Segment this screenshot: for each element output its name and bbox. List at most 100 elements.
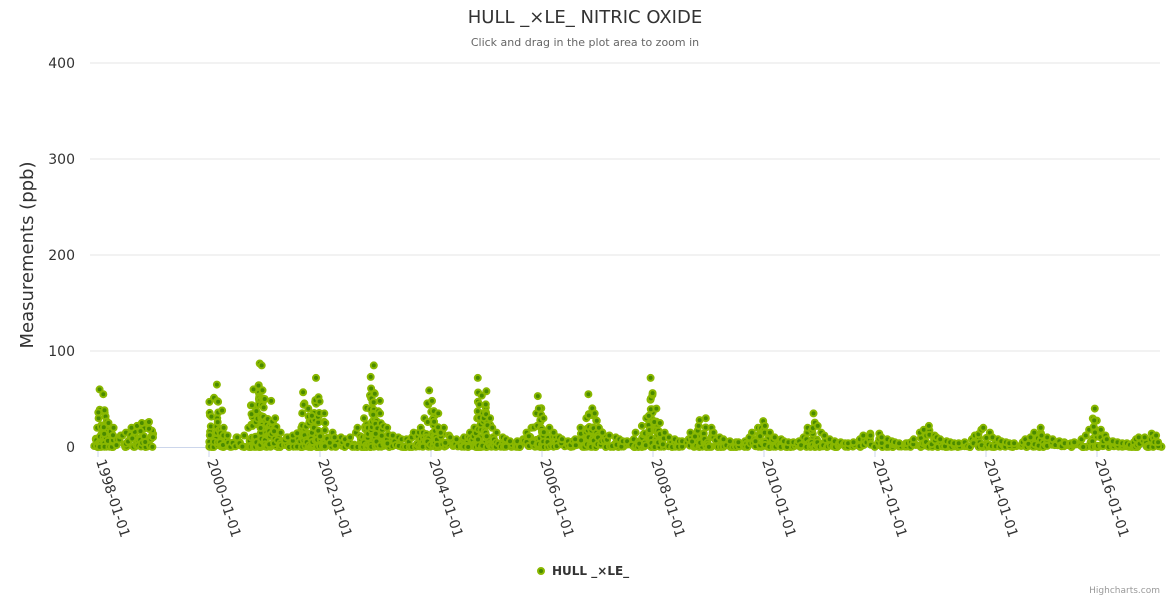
data-point[interactable] [1154, 438, 1163, 447]
data-point[interactable] [238, 442, 247, 451]
data-point[interactable] [719, 435, 728, 444]
data-point[interactable] [315, 397, 324, 406]
data-point[interactable] [660, 428, 669, 437]
data-point[interactable] [441, 438, 450, 447]
data-point[interactable] [701, 414, 710, 423]
data-point[interactable] [214, 397, 223, 406]
data-point[interactable] [383, 423, 392, 432]
data-point[interactable] [259, 403, 268, 412]
data-point[interactable] [298, 409, 307, 418]
data-point[interactable] [488, 423, 497, 432]
data-point[interactable] [516, 442, 524, 451]
data-point[interactable] [254, 381, 263, 390]
data-point[interactable] [464, 443, 473, 451]
data-point[interactable] [100, 406, 109, 415]
data-point[interactable] [545, 423, 554, 432]
data-point[interactable] [631, 428, 640, 437]
data-point[interactable] [492, 428, 501, 437]
data-point[interactable] [145, 418, 153, 426]
data-point[interactable] [136, 427, 145, 436]
data-point[interactable] [1090, 404, 1099, 413]
data-point[interactable] [1152, 431, 1161, 440]
data-point[interactable] [223, 431, 232, 440]
data-point[interactable] [233, 433, 242, 442]
data-point[interactable] [652, 404, 661, 413]
data-point[interactable] [258, 386, 267, 395]
data-point[interactable] [820, 431, 829, 440]
data-point[interactable] [695, 416, 704, 425]
data-point[interactable] [748, 428, 756, 437]
data-point[interactable] [1140, 433, 1149, 442]
data-point[interactable] [307, 411, 316, 420]
data-point[interactable] [646, 373, 655, 382]
data-point[interactable] [765, 428, 774, 437]
data-point[interactable] [1036, 423, 1045, 432]
data-point[interactable] [213, 418, 222, 427]
data-point[interactable] [584, 390, 593, 399]
data-point[interactable] [104, 419, 113, 427]
data-point[interactable] [539, 428, 548, 437]
data-point[interactable] [271, 414, 280, 423]
data-point[interactable] [813, 421, 822, 430]
data-point[interactable] [320, 426, 329, 435]
data-point[interactable] [267, 396, 276, 405]
data-point[interactable] [637, 421, 646, 430]
data-point[interactable] [592, 416, 601, 425]
data-point[interactable] [704, 442, 713, 451]
data-point[interactable] [205, 397, 214, 406]
data-point[interactable] [94, 408, 103, 417]
data-point[interactable] [486, 414, 495, 423]
data-point[interactable] [770, 433, 779, 442]
data-point[interactable] [218, 406, 227, 415]
data-point[interactable] [1070, 438, 1079, 447]
data-point[interactable] [590, 409, 599, 418]
data-point[interactable] [331, 441, 340, 450]
data-point[interactable] [249, 385, 258, 394]
data-point[interactable] [240, 431, 249, 440]
data-point[interactable] [473, 373, 482, 382]
data-point[interactable] [270, 427, 279, 436]
data-point[interactable] [534, 404, 543, 413]
data-point[interactable] [145, 424, 153, 433]
data-point[interactable] [549, 428, 558, 437]
data-point[interactable] [605, 431, 614, 440]
data-point[interactable] [353, 423, 362, 432]
data-point[interactable] [481, 400, 490, 409]
data-point[interactable] [979, 423, 988, 432]
data-point[interactable] [99, 390, 108, 399]
data-point[interactable] [366, 372, 375, 381]
data-point[interactable] [1010, 439, 1019, 448]
data-point[interactable] [439, 423, 448, 432]
data-point[interactable] [482, 387, 491, 396]
data-point[interactable] [954, 439, 963, 448]
data-point[interactable] [430, 417, 439, 426]
data-point[interactable] [576, 423, 585, 432]
data-point[interactable] [655, 419, 664, 427]
data-point[interactable] [1090, 416, 1099, 425]
data-point[interactable] [260, 395, 269, 403]
data-point[interactable] [428, 396, 436, 405]
data-point[interactable] [648, 389, 657, 398]
data-point[interactable] [477, 391, 486, 400]
data-point[interactable] [577, 436, 586, 445]
data-point[interactable] [709, 428, 718, 437]
data-point[interactable] [293, 429, 302, 438]
data-point[interactable] [219, 423, 228, 432]
data-point[interactable] [473, 407, 482, 416]
data-point[interactable] [760, 421, 769, 430]
data-point[interactable] [598, 428, 607, 437]
data-point[interactable] [524, 432, 533, 441]
data-point[interactable] [256, 424, 265, 432]
data-point[interactable] [446, 433, 455, 442]
data-point[interactable] [434, 409, 443, 418]
data-point[interactable] [866, 431, 875, 440]
data-point[interactable] [539, 414, 548, 423]
data-point[interactable] [1096, 425, 1105, 434]
data-point[interactable] [425, 386, 434, 395]
data-point[interactable] [691, 432, 699, 441]
data-point[interactable] [212, 380, 221, 389]
data-point[interactable] [312, 373, 320, 382]
data-point[interactable] [109, 423, 118, 432]
data-point[interactable] [849, 438, 858, 447]
